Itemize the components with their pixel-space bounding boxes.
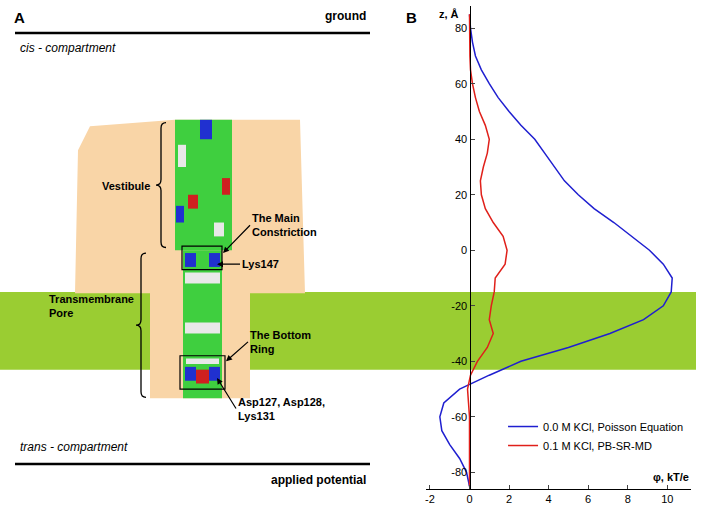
svg-text:z, Å: z, Å [439,8,459,20]
svg-text:-60: -60 [451,411,467,423]
svg-text:Vestibule: Vestibule [102,180,150,192]
svg-text:8: 8 [625,493,631,505]
svg-text:TransmembranePore: TransmembranePore [49,293,134,319]
svg-text:cis - compartment: cis - compartment [20,41,116,55]
svg-text:applied potential: applied potential [271,473,366,487]
svg-text:80: 80 [455,22,467,34]
svg-text:6: 6 [585,493,591,505]
svg-text:10: 10 [661,493,673,505]
svg-text:0: 0 [461,244,467,256]
svg-text:The MainConstriction: The MainConstriction [252,212,317,238]
svg-text:4: 4 [546,493,552,505]
svg-text:60: 60 [455,78,467,90]
svg-text:0.1 M KCl, PB-SR-MD: 0.1 M KCl, PB-SR-MD [543,440,652,452]
svg-text:0: 0 [466,493,472,505]
svg-text:0.0 M KCl, Poisson Equation: 0.0 M KCl, Poisson Equation [543,421,683,433]
svg-text:40: 40 [455,133,467,145]
svg-text:trans - compartment: trans - compartment [20,440,128,454]
svg-text:Asp127, Asp128,Lys131: Asp127, Asp128,Lys131 [238,396,325,422]
svg-text:-2: -2 [425,493,435,505]
svg-text:-20: -20 [451,300,467,312]
svg-text:-40: -40 [451,355,467,367]
svg-text:The BottomRing: The BottomRing [250,329,311,355]
svg-text:Lys147: Lys147 [242,258,279,270]
svg-text:A: A [14,9,25,26]
svg-text:20: 20 [455,189,467,201]
svg-text:-80: -80 [451,466,467,478]
svg-text:φ, kT/e: φ, kT/e [653,471,689,483]
svg-text:ground: ground [325,9,366,23]
svg-text:B: B [406,9,417,26]
svg-text:2: 2 [506,493,512,505]
